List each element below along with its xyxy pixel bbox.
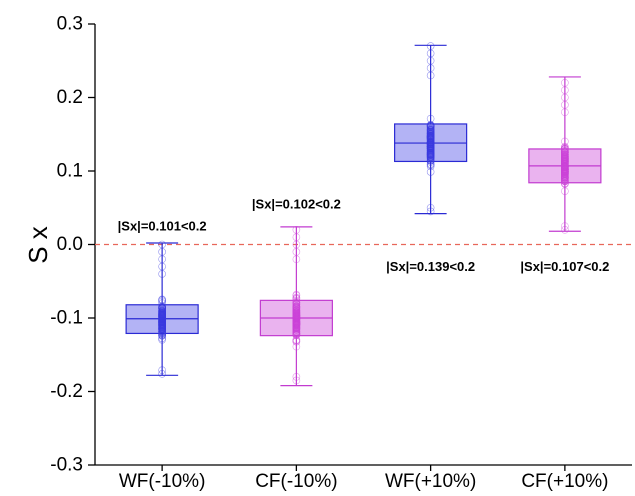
data-point [158, 308, 166, 317]
data-point [561, 176, 569, 185]
x-tick-label: CF(+10%) [521, 471, 608, 492]
annotation-label: |Sx|=0.139<0.2 [386, 259, 475, 274]
data-point [426, 123, 435, 131]
y-tick-label: -0.3 [50, 455, 83, 476]
data-points [426, 42, 435, 216]
data-point [426, 150, 435, 159]
data-point [158, 318, 166, 326]
data-point [426, 162, 435, 171]
data-point [158, 321, 166, 330]
data-point [158, 331, 166, 340]
data-point [292, 337, 301, 346]
data-point [561, 179, 569, 188]
data-point [561, 160, 569, 168]
annotation-label: |Sx|=0.101<0.2 [118, 219, 207, 234]
data-point [426, 141, 435, 150]
data-point [292, 313, 301, 322]
data-point [426, 56, 435, 65]
data-point [158, 307, 166, 315]
annotations-layer: |Sx|=0.101<0.2 |Sx|=0.102<0.2 |Sx|=0.139<0… [118, 197, 610, 274]
data-point [158, 270, 166, 278]
data-point [158, 370, 166, 378]
data-point [158, 255, 166, 264]
box-WF(-10%) [125, 240, 199, 378]
y-tick-label: 0.1 [57, 161, 83, 182]
data-points [561, 79, 569, 234]
y-tick-label: 0.0 [57, 234, 83, 255]
y-tick-label: -0.2 [50, 381, 83, 402]
data-point [426, 168, 435, 176]
data-point [561, 137, 569, 146]
data-point [561, 170, 569, 178]
data-point [292, 233, 301, 241]
data-point [292, 311, 301, 319]
annotation-label: |Sx|=0.102<0.2 [252, 197, 341, 212]
data-point [292, 376, 301, 385]
box-CF(+10%) [528, 76, 602, 234]
boxes-layer [125, 42, 602, 387]
data-point [426, 153, 435, 161]
data-point [292, 226, 301, 234]
data-point [158, 328, 166, 336]
data-point [292, 240, 301, 249]
data-point [158, 240, 166, 249]
data-point [426, 42, 435, 50]
box-WF(+10%) [394, 42, 468, 216]
data-point [561, 101, 569, 109]
annotation-label: |Sx|=0.107<0.2 [520, 259, 609, 274]
y-axis-title: S x [23, 226, 53, 264]
data-points [292, 226, 301, 385]
data-point [561, 165, 569, 174]
data-point [426, 114, 435, 123]
data-point [561, 93, 569, 102]
data-point [158, 248, 166, 256]
data-point [292, 309, 301, 318]
data-point [561, 226, 569, 234]
data-points [158, 240, 166, 378]
x-tick-label: WF(-10%) [119, 471, 206, 492]
data-point [292, 372, 301, 381]
data-point [561, 187, 569, 195]
data-point [292, 329, 301, 338]
box-CF(-10%) [259, 226, 333, 387]
data-point [158, 262, 166, 271]
data-point [561, 108, 569, 116]
axes: 0.3 0.2 0.1 0.0 -0.1 -0.2 -0.3 WF(-10%) CF(-10%)… [50, 14, 632, 492]
x-tick-label: WF(+10%) [385, 471, 476, 492]
data-point [561, 222, 569, 230]
data-point [292, 294, 301, 303]
y-tick-label: 0.3 [57, 14, 83, 35]
data-point [426, 121, 435, 129]
data-point [158, 297, 166, 306]
data-point [426, 143, 435, 152]
data-point [561, 147, 569, 155]
data-point [292, 325, 301, 334]
data-point [426, 134, 435, 143]
data-point [561, 150, 569, 158]
data-point [158, 366, 166, 374]
data-point [292, 255, 301, 264]
data-point [426, 137, 435, 146]
data-point [158, 299, 166, 307]
data-point [426, 154, 435, 163]
data-point [426, 71, 435, 80]
y-tick-label: 0.2 [57, 87, 83, 108]
data-point [426, 64, 435, 72]
data-point [426, 207, 435, 216]
data-point [561, 79, 569, 87]
y-tick-label: -0.1 [50, 308, 83, 329]
data-point [561, 168, 569, 176]
data-point [292, 248, 301, 256]
data-point [561, 86, 569, 94]
data-point [426, 49, 435, 58]
x-tick-label: CF(-10%) [255, 471, 337, 492]
data-point [426, 156, 435, 165]
data-point [158, 304, 166, 313]
data-point [426, 203, 435, 212]
data-point [292, 291, 301, 300]
data-point [426, 125, 435, 134]
